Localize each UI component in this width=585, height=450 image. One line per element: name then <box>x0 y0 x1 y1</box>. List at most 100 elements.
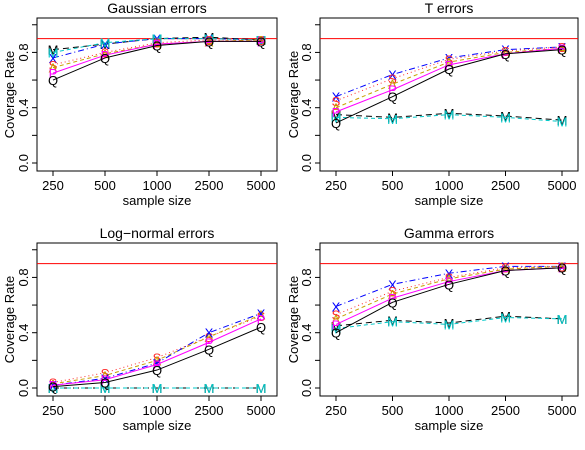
x-axis-label: sample size <box>415 418 484 433</box>
point-marker: X <box>558 40 567 55</box>
point-marker: A <box>332 101 341 116</box>
series-A-3: A A A A A <box>49 308 266 392</box>
x-tick-label: 500 <box>382 178 404 193</box>
point-marker: M <box>557 115 568 130</box>
point-marker: M <box>557 312 568 327</box>
point-marker: S <box>332 308 341 323</box>
x-tick-label: 1000 <box>143 403 172 418</box>
x-tick-label: 1000 <box>435 403 464 418</box>
point-marker: P <box>49 66 58 81</box>
panel-title: Gamma errors <box>404 225 494 241</box>
point-marker: S <box>558 259 567 274</box>
point-marker: M <box>444 108 455 123</box>
point-marker: M <box>204 30 215 45</box>
point-marker: A <box>49 377 58 392</box>
x-tick-label: 2500 <box>491 178 520 193</box>
x-tick-label: 500 <box>94 403 116 418</box>
point-marker: Q <box>204 342 214 357</box>
point-marker: X <box>501 259 510 274</box>
point-marker: M <box>444 316 455 331</box>
y-tick-label: 0.4 <box>299 324 314 342</box>
point-marker: M <box>331 319 342 334</box>
x-tick-label: 5000 <box>247 403 276 418</box>
point-marker: P <box>445 58 454 73</box>
x-axis-label: sample size <box>123 193 192 208</box>
panel-4: Gamma errors 0.0 0.4 0.8 250 500 1000 2500 5000 s… <box>286 225 579 433</box>
point-marker: A <box>101 47 110 62</box>
point-marker: X <box>101 37 110 52</box>
point-marker: M <box>256 381 267 396</box>
x-tick-label: 500 <box>94 178 116 193</box>
point-marker: S <box>205 330 214 345</box>
point-marker: S <box>501 261 510 276</box>
point-marker: P <box>332 317 341 332</box>
point-marker: A <box>205 330 214 345</box>
point-marker: M <box>500 110 511 125</box>
point-marker: X <box>332 90 341 105</box>
point-marker: S <box>445 270 454 285</box>
series-S-2: S S S S S <box>49 309 266 390</box>
point-marker: Q <box>444 62 454 77</box>
point-marker: M <box>387 313 398 328</box>
series-X-2: X X X X X <box>332 259 567 314</box>
series-Q-6: Q Q Q Q Q <box>331 43 567 131</box>
point-marker: S <box>101 45 110 60</box>
point-marker: X <box>257 33 266 48</box>
point-marker: Q <box>500 47 510 62</box>
series-A-4: A A A A A <box>332 41 567 115</box>
point-marker: X <box>205 326 214 341</box>
point-marker: M <box>152 381 163 396</box>
point-marker: M <box>557 113 568 128</box>
point-marker: M <box>48 43 59 58</box>
point-marker: Q <box>557 43 567 58</box>
x-tick-label: 5000 <box>247 178 276 193</box>
point-marker: M <box>48 45 59 60</box>
series-line <box>335 46 563 98</box>
point-marker: X <box>388 277 397 292</box>
point-marker: A <box>558 41 567 56</box>
y-tick-label: 0.8 <box>16 43 31 61</box>
series-Q-6: Q Q Q Q Q <box>331 261 567 341</box>
point-marker: Q <box>387 90 397 105</box>
point-marker: Q <box>331 326 341 341</box>
panel-2: T errors 0.0 0.4 0.8 250 500 1000 2500 5000 sampl… <box>286 0 579 208</box>
point-marker: A <box>558 259 567 274</box>
y-axis-label: Coverage Rate <box>286 51 301 138</box>
point-marker: A <box>445 55 454 70</box>
y-tick-label: 0.0 <box>299 154 314 172</box>
series-S-3: S S S S S <box>49 33 266 73</box>
x-tick-label: 250 <box>42 178 64 193</box>
point-marker: S <box>49 58 58 73</box>
point-marker: M <box>331 108 342 123</box>
x-tick-label: 5000 <box>548 178 577 193</box>
point-marker: M <box>444 106 455 121</box>
point-marker: P <box>388 83 397 98</box>
point-marker: M <box>204 381 215 396</box>
panel-title: Log−normal errors <box>100 225 215 241</box>
point-marker: X <box>558 259 567 274</box>
panel-3: Log−normal errors 0.0 0.4 0.8 250 500 1000 2500… <box>2 225 278 433</box>
series-P-5: P P P P P <box>49 312 266 393</box>
series-Q-6: Q Q Q Q Q <box>48 320 266 394</box>
series-line <box>52 38 262 53</box>
y-tick-label: 0.0 <box>16 379 31 397</box>
point-marker: M <box>387 110 398 125</box>
point-marker: A <box>388 287 397 302</box>
series-line <box>52 312 262 386</box>
point-marker: X <box>49 378 58 393</box>
point-marker: S <box>445 52 454 67</box>
series-line <box>335 316 563 330</box>
x-tick-label: 2500 <box>491 403 520 418</box>
point-marker: S <box>257 33 266 48</box>
point-marker: M <box>152 381 163 396</box>
point-marker: X <box>388 68 397 83</box>
y-tick-label: 0.4 <box>299 99 314 117</box>
point-marker: X <box>257 306 266 321</box>
point-marker: Q <box>48 380 58 395</box>
point-marker: M <box>331 110 342 125</box>
x-tick-label: 250 <box>42 403 64 418</box>
point-marker: Q <box>256 320 266 335</box>
series-line <box>335 265 563 316</box>
x-tick-label: 2500 <box>195 403 224 418</box>
